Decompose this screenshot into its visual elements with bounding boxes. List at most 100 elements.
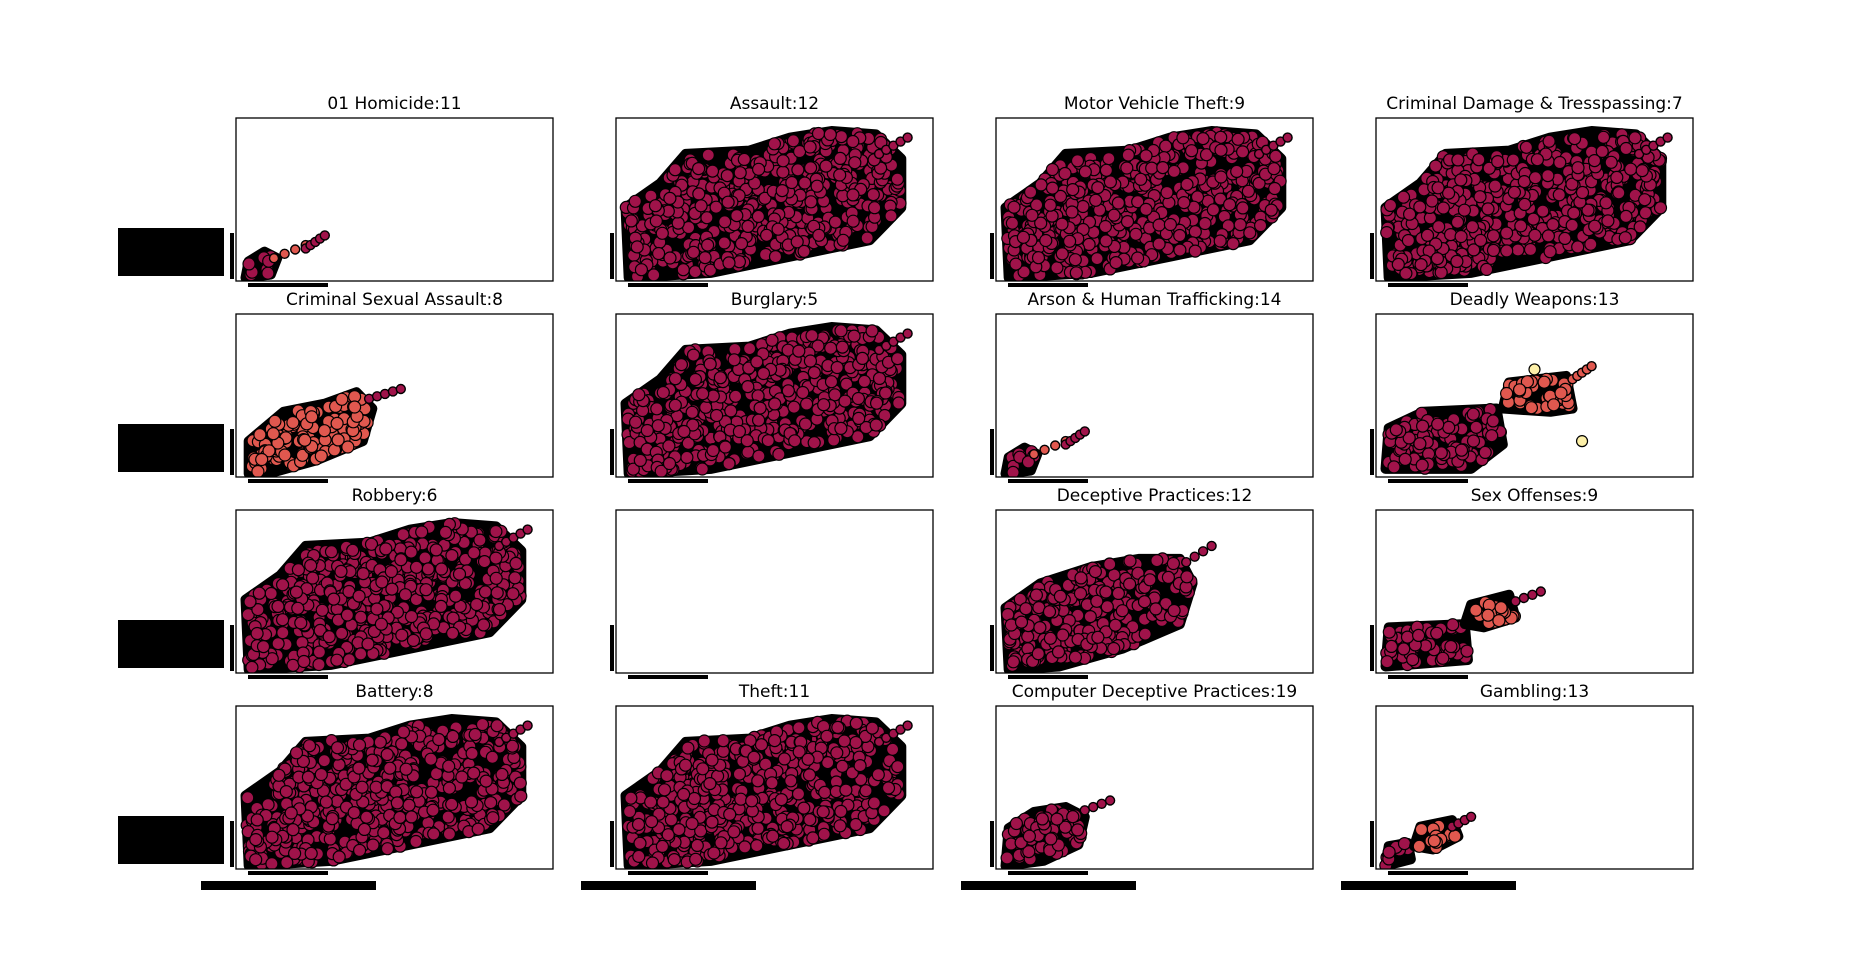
scatter-point (1604, 155, 1618, 169)
scatter-point (622, 804, 637, 819)
scatter-point (1494, 601, 1508, 615)
scatter-point (449, 589, 463, 603)
scatter-point (513, 776, 527, 790)
scatter-point (1519, 140, 1534, 154)
scatter-point (1380, 655, 1394, 669)
scatter-point (334, 564, 348, 579)
scatter-point (745, 794, 759, 808)
scatter-point (1575, 435, 1589, 448)
scatter-point (1134, 172, 1148, 186)
scatter-point (671, 216, 685, 230)
x-tick-mark-block (1388, 283, 1468, 287)
x-tick-mark-block (248, 675, 328, 679)
scatter-point (784, 774, 798, 788)
scatter-point (655, 839, 670, 854)
scatter-point (404, 810, 419, 824)
scatter-point (877, 804, 891, 818)
scatter-point (286, 415, 300, 430)
scatter-point (1107, 208, 1121, 222)
scatter-point (446, 611, 460, 625)
scatter-point (734, 792, 748, 806)
scatter-point (1091, 630, 1105, 644)
scatter-point (265, 830, 279, 844)
scatter-point (1542, 134, 1556, 148)
scatter-point (881, 781, 896, 795)
scatter-point (360, 810, 374, 824)
scatter-point (1584, 237, 1598, 251)
scatter-point (766, 829, 780, 843)
subplot-title: Deadly Weapons:13 (1450, 290, 1620, 310)
scatter-point (1138, 627, 1152, 641)
scatter-point (777, 752, 792, 766)
scatter-point (489, 524, 503, 539)
scatter-point (847, 329, 861, 343)
scatter-point (1389, 423, 1403, 437)
panels-layer: 01 Homicide:11 Assault:12 Motor Vehicle Th… (118, 94, 1694, 890)
scatter-point (849, 735, 863, 750)
scatter-point (750, 838, 764, 853)
subplot-title: Battery:8 (355, 682, 433, 702)
scatter-point (266, 427, 280, 441)
scatter-point (1486, 243, 1501, 257)
scatter-point (680, 450, 694, 464)
scatter-point (686, 348, 701, 362)
scatter-point (354, 610, 368, 624)
scatter-point (686, 418, 700, 432)
scatter-point (256, 639, 271, 654)
scatter-point (640, 423, 654, 438)
scatter-point (327, 592, 341, 606)
scatter-point (688, 372, 703, 387)
scatter-point (1180, 570, 1194, 584)
scatter-point (705, 753, 719, 767)
scatter-point (1400, 630, 1415, 644)
scatter-point (1587, 154, 1602, 168)
scatter-point (632, 849, 646, 864)
scatter-point (1231, 132, 1245, 146)
scatter-point (1103, 175, 1118, 189)
scatter-point (772, 447, 786, 461)
scatter-point (790, 235, 804, 249)
scatter-point (634, 263, 649, 277)
scatter-point (1150, 553, 1164, 568)
scatter-point (497, 798, 511, 812)
scatter-point (1450, 215, 1465, 229)
scatter-point (1499, 226, 1514, 240)
scatter-point (1527, 589, 1538, 600)
scatter-point (727, 353, 741, 367)
scatter-point (1624, 162, 1638, 176)
points-layer (1000, 126, 1293, 281)
scatter-point (1610, 170, 1624, 184)
scatter-point (1571, 161, 1585, 175)
scatter-point (799, 397, 814, 411)
y-tick-label-block (118, 424, 224, 472)
scatter-point (833, 819, 847, 833)
scatter-point (767, 733, 782, 748)
scatter-point (1104, 795, 1116, 806)
scatter-point (1137, 595, 1152, 609)
scatter-point (446, 729, 460, 744)
scatter-point (1575, 185, 1590, 200)
scatter-point (479, 774, 493, 788)
scatter-point (838, 394, 852, 408)
axes-frame (1375, 705, 1694, 870)
scatter-point (855, 351, 870, 365)
scatter-point (846, 134, 860, 149)
scatter-point (1050, 812, 1064, 826)
scatter-point (1196, 132, 1210, 146)
scatter-point (803, 140, 817, 154)
scatter-point (1425, 194, 1439, 208)
scatter-point (1396, 190, 1411, 204)
scatter-point (1454, 229, 1468, 244)
scatter-point (374, 617, 388, 631)
scatter-point (1066, 810, 1080, 824)
subplot-16: Gambling:13 (1341, 682, 1694, 890)
scatter-point (1430, 252, 1445, 266)
subplot-title: Burglary:5 (731, 290, 818, 310)
scatter-point (340, 608, 354, 622)
scatter-point (522, 524, 533, 535)
scatter-point (1454, 173, 1468, 187)
scatter-point (366, 838, 380, 852)
scatter-point (656, 795, 670, 809)
scatter-point (806, 831, 820, 845)
scatter-point (695, 462, 709, 476)
